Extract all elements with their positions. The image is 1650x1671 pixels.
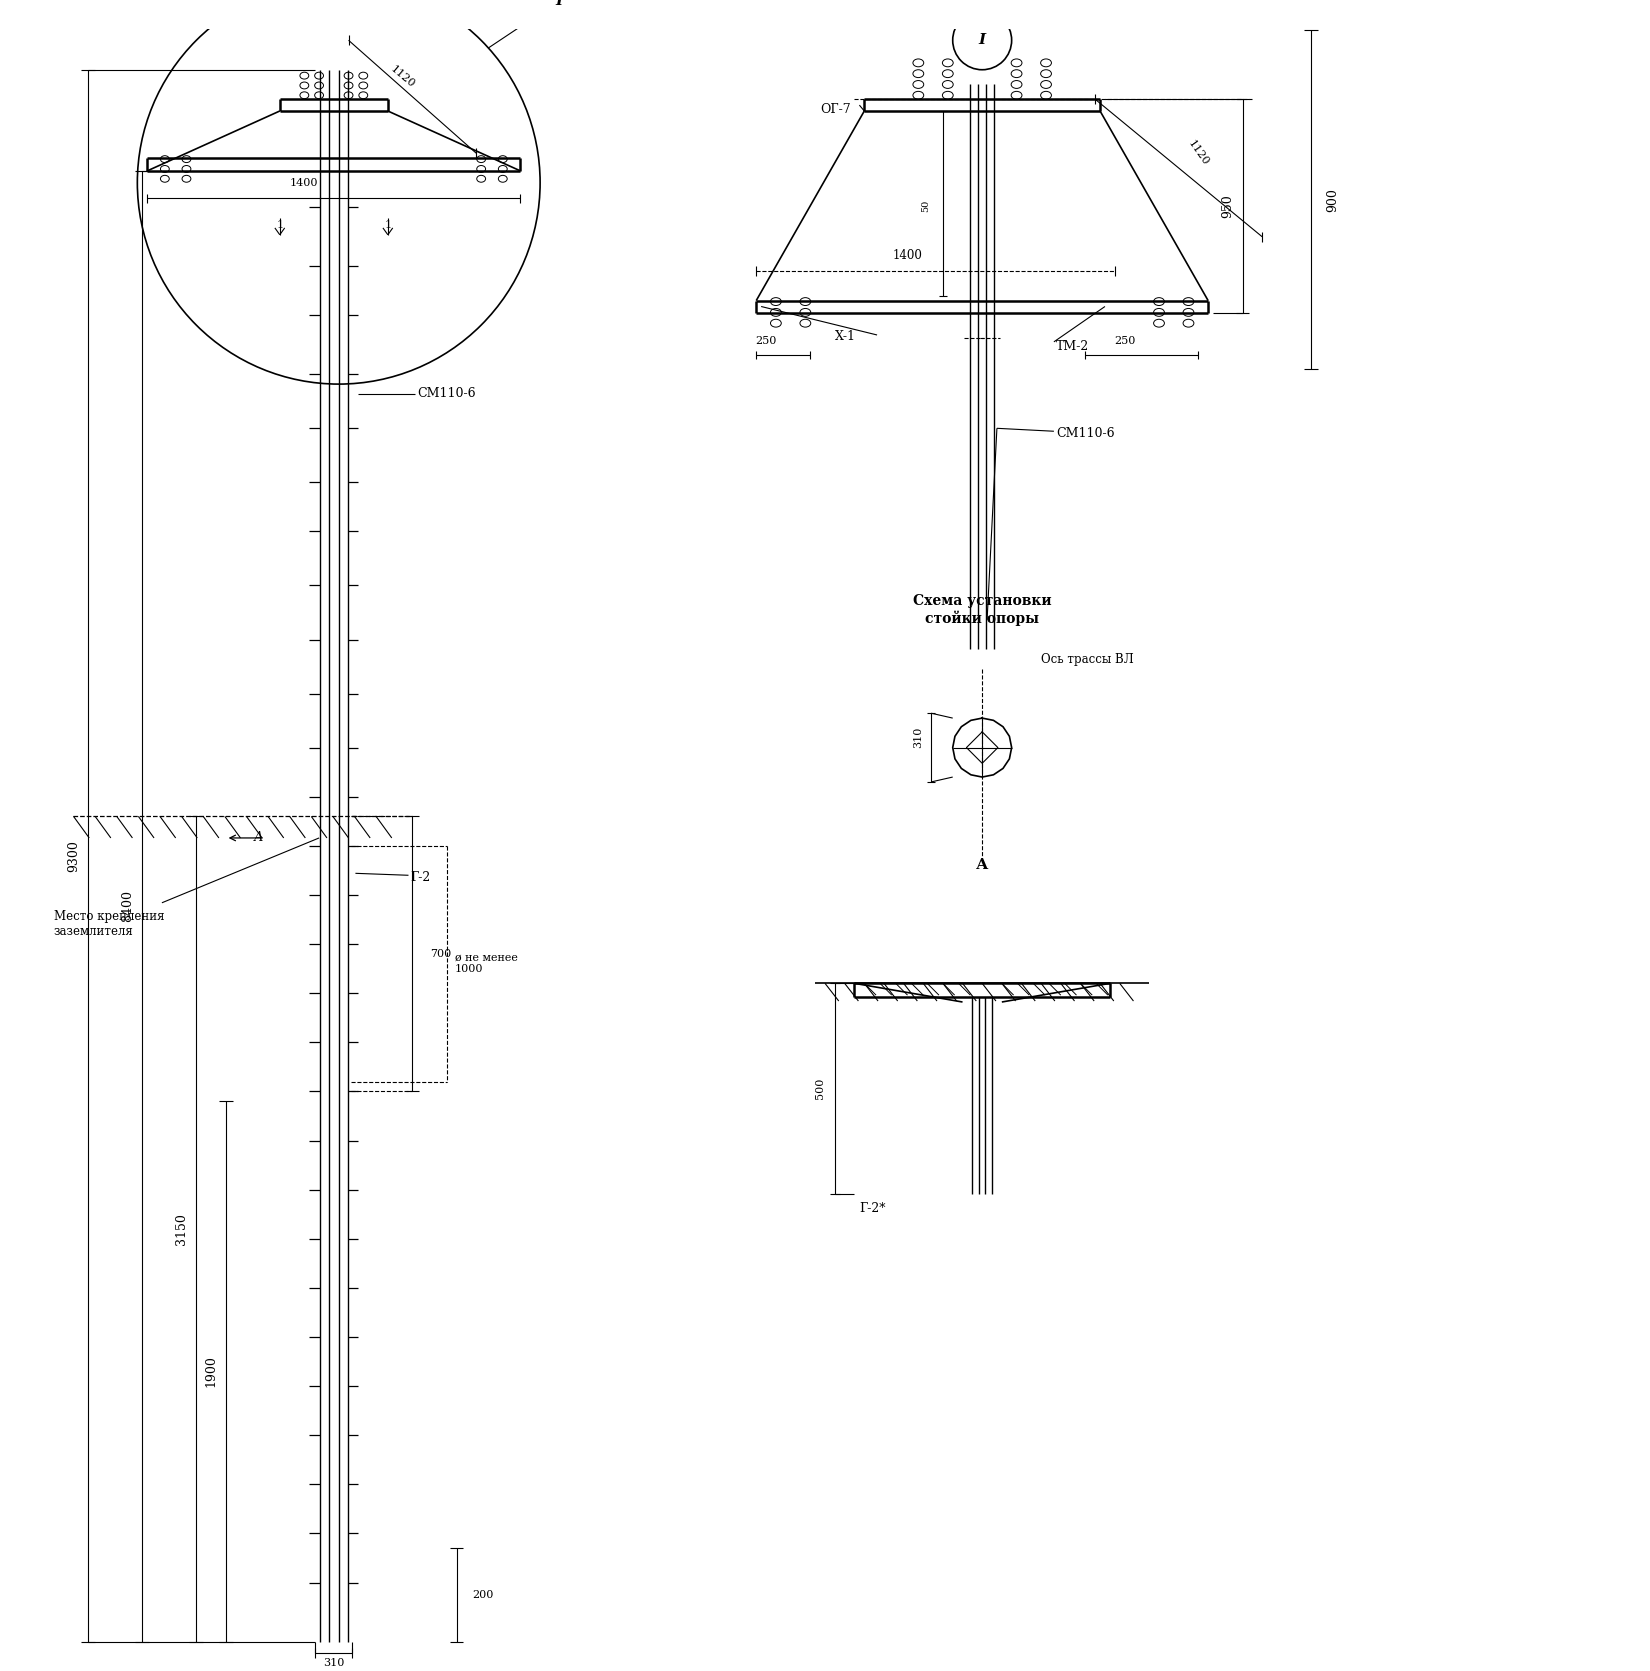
Text: 1120: 1120: [388, 63, 417, 90]
Text: ОГ-7: ОГ-7: [820, 102, 851, 115]
Text: 1400: 1400: [893, 249, 922, 262]
Text: 1: 1: [384, 221, 391, 231]
Text: Схема установки
стойки опоры: Схема установки стойки опоры: [912, 595, 1051, 627]
Text: 1120: 1120: [1186, 139, 1211, 167]
Text: 1900: 1900: [205, 1355, 218, 1387]
Text: А: А: [254, 832, 262, 844]
Text: I: I: [978, 33, 985, 47]
Text: 1: 1: [276, 221, 284, 231]
Text: Х-1: Х-1: [835, 331, 856, 344]
Text: 250: 250: [756, 336, 777, 346]
Text: 9300: 9300: [68, 841, 79, 872]
Text: 900: 900: [1327, 187, 1340, 212]
Text: А: А: [977, 859, 988, 872]
Text: Место крепления
заземлителя: Место крепления заземлителя: [54, 909, 165, 937]
Text: I: I: [556, 0, 563, 8]
Text: 1400: 1400: [290, 177, 318, 187]
Text: ø не менее
1000: ø не менее 1000: [455, 952, 518, 974]
Text: 50: 50: [921, 201, 929, 212]
Text: 250: 250: [1114, 336, 1135, 346]
Text: 8400: 8400: [120, 891, 134, 922]
Text: 700: 700: [431, 949, 452, 959]
Text: 200: 200: [472, 1589, 493, 1599]
Text: ТМ-2: ТМ-2: [1056, 341, 1089, 353]
Text: 3150: 3150: [175, 1213, 188, 1245]
Text: 500: 500: [815, 1078, 825, 1100]
Text: Г-2: Г-2: [411, 871, 431, 884]
Text: СМ110-6: СМ110-6: [1056, 426, 1114, 439]
Text: 950: 950: [1221, 194, 1234, 219]
Text: 310: 310: [323, 1658, 345, 1668]
Text: Г-2*: Г-2*: [860, 1201, 886, 1215]
Text: 310: 310: [914, 727, 924, 749]
Text: СМ110-6: СМ110-6: [417, 388, 475, 401]
Text: Ось трассы ВЛ: Ось трассы ВЛ: [1041, 653, 1134, 665]
